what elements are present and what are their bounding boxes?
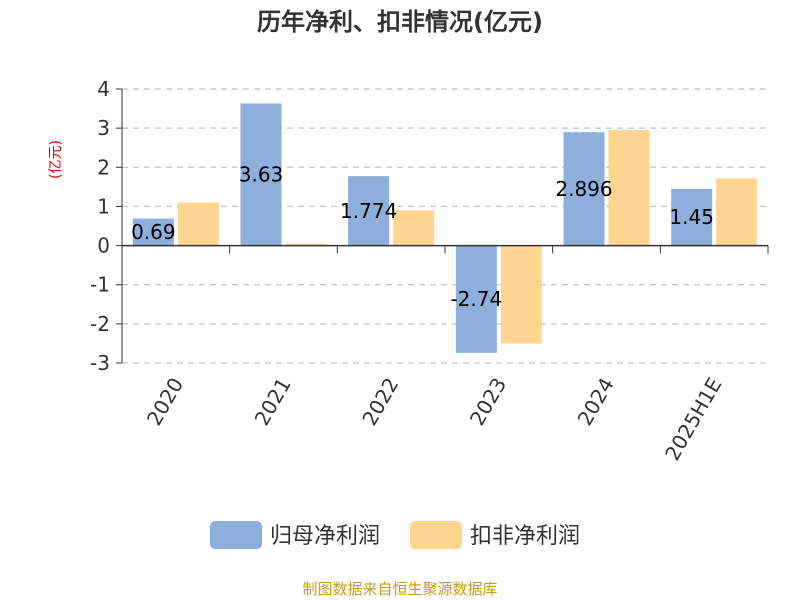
x-tick-label: 2021	[250, 374, 296, 430]
data-label: 2.896	[555, 177, 612, 201]
x-tick-label: 2023	[465, 374, 511, 430]
data-label: 1.45	[669, 205, 714, 229]
bar-series-2[interactable]	[393, 210, 435, 246]
y-tick-label: 0	[97, 234, 110, 258]
legend-label: 归母净利润	[270, 524, 380, 549]
axes: 4 3 2 1 0 -1 -2 -3 2020 2021 2022 2023 2024 2025H1E	[90, 77, 769, 465]
x-tick-label: 2025H1E	[660, 374, 726, 465]
data-labels: 0.69 3.63 1.774 -2.74 2.896 1.45	[131, 163, 714, 312]
x-tick-label: 2024	[573, 374, 619, 430]
bar-series-1[interactable]	[348, 176, 390, 246]
legend-swatch	[410, 521, 462, 549]
data-label: -2.74	[450, 287, 502, 311]
data-label: 0.69	[131, 220, 176, 244]
bar-series-2[interactable]	[177, 202, 219, 246]
legend-label: 扣非净利润	[470, 524, 580, 549]
data-label: 1.774	[340, 199, 397, 223]
data-label: 3.63	[239, 163, 284, 187]
y-tick-label: 2	[97, 155, 110, 179]
y-tick-label: -2	[90, 312, 110, 336]
y-tick-label: 4	[97, 77, 110, 101]
y-tick-label: -1	[90, 273, 110, 297]
bar-series-2[interactable]	[285, 243, 327, 246]
bar-series-1[interactable]	[240, 103, 282, 246]
bar-series-2[interactable]	[608, 130, 650, 246]
bar-series-1[interactable]	[132, 218, 174, 246]
y-tick-label: -3	[90, 351, 110, 375]
y-axis-label: (亿元)	[48, 140, 64, 179]
legend[interactable]: 归母净利润 扣非净利润	[210, 521, 580, 549]
legend-item-2[interactable]: 扣非净利润	[410, 521, 580, 549]
y-tick-label: 1	[97, 194, 110, 218]
x-tick-label: 2020	[142, 374, 188, 430]
bars	[132, 103, 758, 353]
bar-series-2[interactable]	[716, 178, 758, 246]
bar-series-1[interactable]	[563, 132, 605, 246]
source-note: 制图数据来自恒生聚源数据库	[302, 580, 497, 598]
bar-series-2[interactable]	[500, 245, 542, 344]
x-tick-label: 2022	[357, 374, 403, 430]
chart-title: 历年净利、扣非情况(亿元)	[257, 8, 543, 36]
legend-swatch	[210, 521, 262, 549]
legend-item-1[interactable]: 归母净利润	[210, 521, 380, 549]
bar-series-1[interactable]	[455, 245, 497, 353]
grid	[122, 88, 768, 364]
bar-series-1[interactable]	[671, 188, 713, 246]
y-tick-label: 3	[97, 116, 110, 140]
